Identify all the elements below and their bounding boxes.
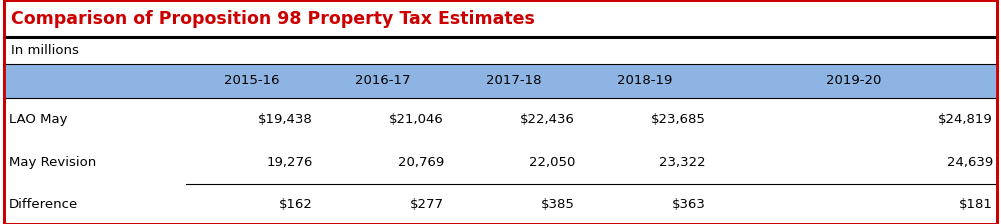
Text: $181: $181 [959,198,993,211]
Text: 2016-17: 2016-17 [354,75,410,88]
Text: $21,046: $21,046 [389,113,443,126]
Bar [4,64,997,98]
Text: $385: $385 [542,198,575,211]
Text: 23,322: 23,322 [660,156,706,169]
Text: Comparison of Proposition 98 Property Tax Estimates: Comparison of Proposition 98 Property Ta… [11,9,535,28]
Text: In millions: In millions [11,44,79,57]
Text: 2015-16: 2015-16 [223,75,279,88]
Text: Difference: Difference [9,198,78,211]
Text: $277: $277 [409,198,443,211]
Text: 22,050: 22,050 [529,156,575,169]
Text: $19,438: $19,438 [258,113,312,126]
Text: 19,276: 19,276 [266,156,312,169]
Text: 2018-19: 2018-19 [617,75,673,88]
Text: 2017-18: 2017-18 [485,75,542,88]
Text: 20,769: 20,769 [397,156,443,169]
Text: $162: $162 [279,198,312,211]
Text: 2019-20: 2019-20 [826,75,881,88]
Text: $363: $363 [672,198,706,211]
Text: $22,436: $22,436 [521,113,575,126]
Text: $23,685: $23,685 [651,113,706,126]
Text: LAO May: LAO May [9,113,67,126]
Text: May Revision: May Revision [9,156,96,169]
Text: $24,819: $24,819 [938,113,993,126]
Text: 24,639: 24,639 [947,156,993,169]
